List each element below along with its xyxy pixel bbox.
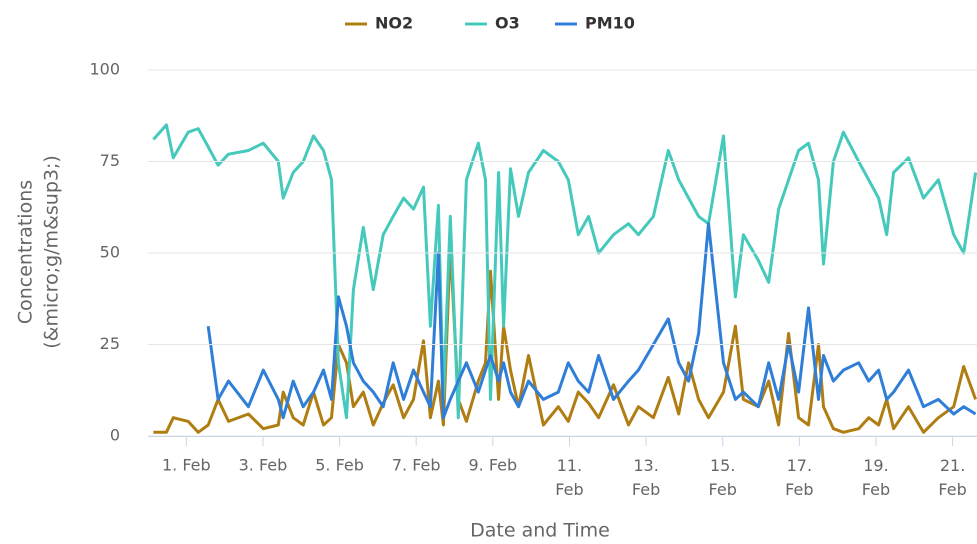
y-axis-title: (&micro;g/m&sup3;) (41, 155, 63, 349)
x-tick-label: 3. Feb (239, 456, 288, 475)
series-line (206, 222, 977, 420)
legend-label: NO2 (375, 14, 413, 33)
x-tick-label: 19. Feb (862, 456, 890, 499)
y-tick-label: 75 (100, 151, 120, 170)
y-axis-title: Concentrations (15, 180, 37, 324)
legend-label: PM10 (585, 14, 635, 33)
y-tick-label: 0 (110, 426, 120, 445)
x-tick-label: 1. Feb (162, 456, 211, 475)
y-tick-label: 25 (100, 334, 120, 353)
series-line (152, 123, 977, 420)
x-tick-label: 7. Feb (392, 456, 441, 475)
series-line (153, 244, 977, 434)
y-tick-label: 100 (89, 60, 120, 79)
x-tick-label: 15. Feb (709, 456, 737, 499)
x-tick-label: 21. Feb (938, 456, 966, 499)
x-tick-label: 9. Feb (468, 456, 517, 475)
legend-label: O3 (495, 14, 520, 33)
y-tick-label: 50 (100, 243, 120, 262)
x-tick-label: 17. Feb (785, 456, 813, 499)
x-tick-label: 11. Feb (555, 456, 583, 499)
x-tick-label: 13. Feb (632, 456, 660, 499)
plot-area (152, 123, 977, 434)
x-tick-label: 5. Feb (315, 456, 364, 475)
x-axis-title: Date and Time (470, 520, 610, 542)
